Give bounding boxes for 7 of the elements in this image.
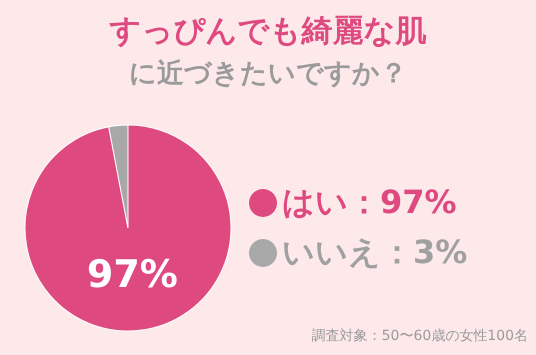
data-label: 97% [86,252,178,296]
chart-subtitle: に近づきたいですか？ [128,57,408,91]
pie-slice [24,124,232,332]
legend-label: はい：97% [282,182,457,223]
text: 調査対象：50〜60歳の女性100名 [312,327,528,345]
legend-label: いいえ：3% [282,232,468,273]
chart-title: すっぴんでも綺麗な肌 [108,12,428,51]
